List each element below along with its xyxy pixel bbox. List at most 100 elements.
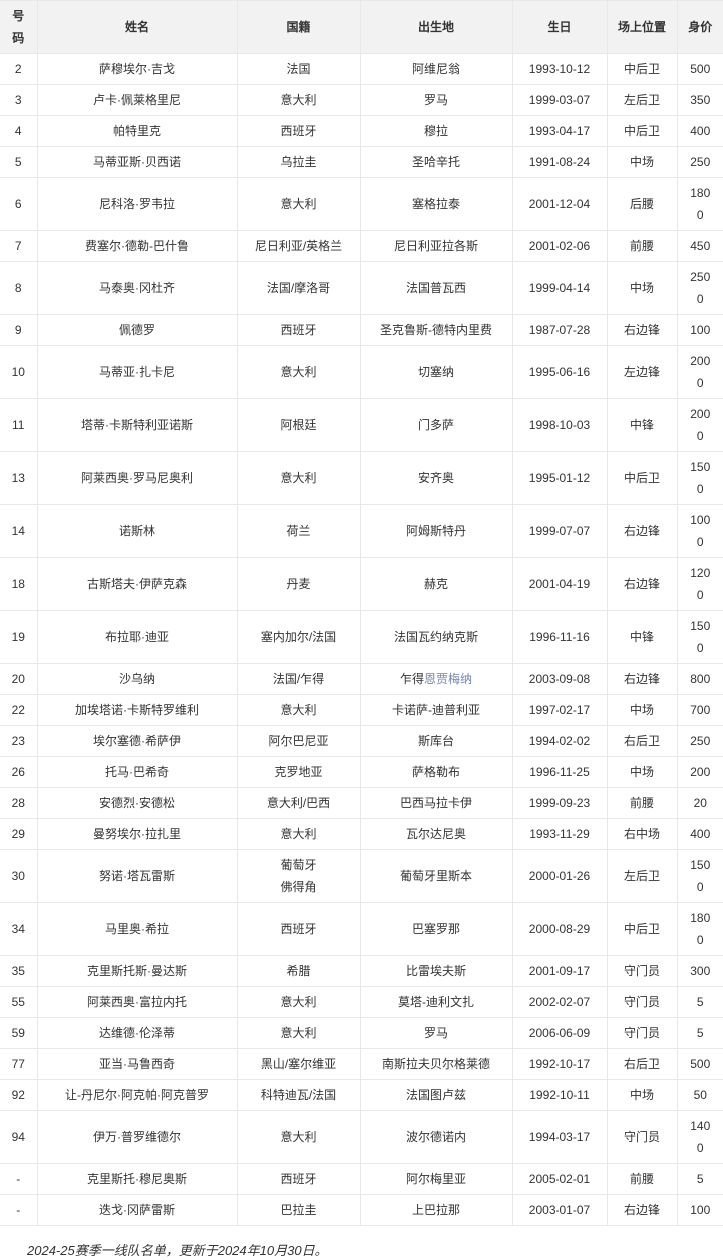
cell-name: 马泰奥·冈杜齐: [36, 261, 238, 315]
cell-position: 前腰: [606, 1163, 678, 1195]
cell-birthday: 1992-10-17: [511, 1048, 608, 1080]
cell-position: 右边锋: [606, 663, 678, 695]
cell-name: 达维德·伦泽蒂: [36, 1017, 238, 1049]
cell-position: 中后卫: [606, 53, 678, 85]
table-row: 22 加埃塔诺·卡斯特罗维利 意大利 卡诺萨-迪普利亚 1997-02-17 中场 700: [0, 694, 723, 726]
cell-position: 右边锋: [606, 314, 678, 346]
cell-name: 费塞尔·德勒-巴什鲁: [36, 230, 238, 262]
cell-nationality: 法国/乍得: [236, 663, 361, 695]
cell-price: 700: [676, 694, 723, 726]
cell-position: 守门员: [606, 1017, 678, 1049]
cell-position: 右边锋: [606, 504, 678, 558]
cell-position: 中场: [606, 694, 678, 726]
cell-name: 布拉耶·迪亚: [36, 610, 238, 664]
table-row: 59 达维德·伦泽蒂 意大利 罗马 2006-06-09 守门员 5: [0, 1017, 723, 1049]
cell-no: -: [0, 1163, 38, 1195]
cell-price: 5: [676, 1017, 723, 1049]
cell-position: 中后卫: [606, 451, 678, 505]
cell-no: 13: [0, 451, 38, 505]
cell-price: 1800: [676, 902, 723, 956]
cell-birthday: 1993-11-29: [511, 818, 608, 850]
cell-birthplace: 法国图卢兹: [359, 1079, 513, 1111]
cell-price: 400: [676, 818, 723, 850]
table-header: 号码 姓名 国籍 出生地 生日 场上位置 身价: [0, 0, 723, 54]
cell-nationality: 意大利: [236, 345, 361, 399]
cell-nationality: 克罗地亚: [236, 756, 361, 788]
cell-price: 5: [676, 1163, 723, 1195]
cell-birthday: 1993-04-17: [511, 115, 608, 147]
cell-no: 34: [0, 902, 38, 956]
cell-name: 克里斯托·穆尼奥斯: [36, 1163, 238, 1195]
cell-no: 28: [0, 787, 38, 819]
cell-birthday: 2001-09-17: [511, 955, 608, 987]
table-row: 8 马泰奥·冈杜齐 法国/摩洛哥 法国普瓦西 1999-04-14 中场 2500: [0, 261, 723, 315]
cell-birthday: 1993-10-12: [511, 53, 608, 85]
cell-price: 300: [676, 955, 723, 987]
cell-price: 1500: [676, 610, 723, 664]
table-row: 55 阿莱西奥·富拉内托 意大利 莫塔-迪利文扎 2002-02-07 守门员 5: [0, 986, 723, 1018]
cell-birthday: 1987-07-28: [511, 314, 608, 346]
cell-name: 加埃塔诺·卡斯特罗维利: [36, 694, 238, 726]
column-header-birthday: 生日: [511, 0, 608, 54]
cell-position: 守门员: [606, 1110, 678, 1164]
cell-price: 1500: [676, 849, 723, 903]
cell-name: 古斯塔夫·伊萨克森: [36, 557, 238, 611]
cell-no: 30: [0, 849, 38, 903]
birthplace-link[interactable]: 恩贾梅纳: [424, 672, 473, 686]
column-header-label: 身价: [688, 20, 713, 34]
cell-birthday: 1992-10-11: [511, 1079, 608, 1111]
cell-birthday: 1995-01-12: [511, 451, 608, 505]
column-header-position: 场上位置: [606, 0, 678, 54]
cell-birthday: 2001-02-06: [511, 230, 608, 262]
cell-birthplace: 切塞纳: [359, 345, 513, 399]
cell-birthplace: 乍得恩贾梅纳: [359, 663, 513, 695]
cell-name: 阿莱西奥·富拉内托: [36, 986, 238, 1018]
cell-name: 埃尔塞德·希萨伊: [36, 725, 238, 757]
cell-no: 23: [0, 725, 38, 757]
cell-price: 100: [676, 1194, 723, 1226]
cell-name: 塔蒂·卡斯特利亚诺斯: [36, 398, 238, 452]
cell-nationality: 意大利: [236, 1017, 361, 1049]
cell-birthplace: 上巴拉那: [359, 1194, 513, 1226]
cell-nationality: 科特迪瓦/法国: [236, 1079, 361, 1111]
cell-birthplace: 萨格勒布: [359, 756, 513, 788]
cell-nationality: 意大利/巴西: [236, 787, 361, 819]
cell-birthplace: 比雷埃夫斯: [359, 955, 513, 987]
cell-birthday: 1999-04-14: [511, 261, 608, 315]
cell-birthday: 1997-02-17: [511, 694, 608, 726]
cell-birthplace: 南斯拉夫贝尔格莱德: [359, 1048, 513, 1080]
cell-price: 1800: [676, 177, 723, 231]
cell-nationality: 丹麦: [236, 557, 361, 611]
cell-birthday: 1995-06-16: [511, 345, 608, 399]
table-row: 77 亚当·马鲁西奇 黑山/塞尔维亚 南斯拉夫贝尔格莱德 1992-10-17 右后卫 50…: [0, 1048, 723, 1080]
table-row: - 迭戈·冈萨雷斯 巴拉圭 上巴拉那 2003-01-07 右边锋 100: [0, 1194, 723, 1226]
column-header-price: 身价: [676, 0, 723, 54]
cell-nationality: 法国: [236, 53, 361, 85]
cell-birthplace: 葡萄牙里斯本: [359, 849, 513, 903]
cell-no: 5: [0, 146, 38, 178]
cell-birthplace: 法国普瓦西: [359, 261, 513, 315]
squad-table: 号码 姓名 国籍 出生地 生日 场上位置 身价 2 萨穆埃尔·吉戈 法国 阿维尼翁 1993-10-…: [0, 0, 723, 1226]
cell-birthday: 1994-02-02: [511, 725, 608, 757]
cell-no: 18: [0, 557, 38, 611]
cell-position: 守门员: [606, 986, 678, 1018]
column-header-label: 出生地: [417, 20, 454, 34]
cell-no: 11: [0, 398, 38, 452]
cell-position: 中场: [606, 756, 678, 788]
cell-position: 中场: [606, 1079, 678, 1111]
cell-birthplace: 卡诺萨-迪普利亚: [359, 694, 513, 726]
table-row: 14 诺斯林 荷兰 阿姆斯特丹 1999-07-07 右边锋 1000: [0, 504, 723, 558]
cell-birthplace: 门多萨: [359, 398, 513, 452]
cell-position: 中场: [606, 261, 678, 315]
cell-birthplace: 安齐奥: [359, 451, 513, 505]
cell-birthplace: 斯库台: [359, 725, 513, 757]
cell-name: 让-丹尼尔·阿克帕·阿克普罗: [36, 1079, 238, 1111]
cell-nationality: 乌拉圭: [236, 146, 361, 178]
table-row: - 克里斯托·穆尼奥斯 西班牙 阿尔梅里亚 2005-02-01 前腰 5: [0, 1163, 723, 1195]
cell-nationality: 西班牙: [236, 115, 361, 147]
cell-position: 右边锋: [606, 1194, 678, 1226]
cell-position: 中锋: [606, 398, 678, 452]
cell-nationality: 意大利: [236, 1110, 361, 1164]
cell-nationality: 塞内加尔/法国: [236, 610, 361, 664]
column-header-birthplace: 出生地: [359, 0, 513, 54]
